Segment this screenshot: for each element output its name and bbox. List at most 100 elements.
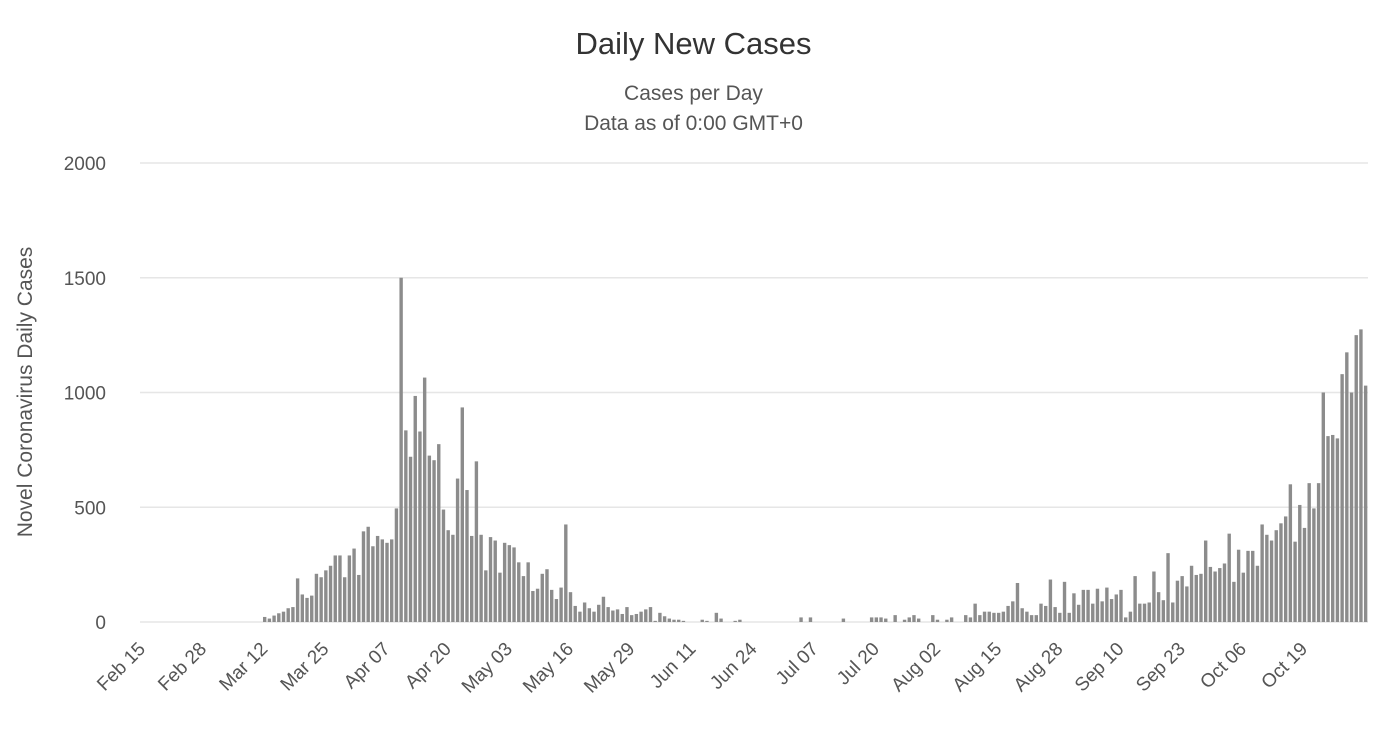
bar xyxy=(1020,608,1024,622)
bar xyxy=(1331,434,1335,622)
y-axis-label: Novel Coronavirus Daily Cases xyxy=(14,247,37,538)
x-tick-label: Oct 06 xyxy=(1196,639,1250,693)
bar xyxy=(1166,553,1170,622)
bar xyxy=(262,616,267,622)
bar xyxy=(611,610,615,622)
bar xyxy=(394,508,399,622)
bar xyxy=(874,617,879,622)
bar xyxy=(404,430,408,622)
bar xyxy=(422,377,427,622)
bar xyxy=(1199,573,1203,622)
bar xyxy=(1039,603,1043,622)
y-tick-label: 0 xyxy=(95,613,106,634)
x-tick-label: Jun 24 xyxy=(706,638,761,693)
gridlines xyxy=(140,162,1368,623)
bar xyxy=(1321,392,1325,622)
bar xyxy=(427,455,432,622)
bar xyxy=(484,570,488,622)
bar xyxy=(408,456,413,622)
bar xyxy=(945,619,949,622)
bar xyxy=(1076,604,1081,622)
bar xyxy=(1302,527,1307,622)
bar xyxy=(338,555,342,622)
bar xyxy=(535,588,540,622)
x-tick-label: Jul 20 xyxy=(833,639,884,690)
bar xyxy=(615,609,620,622)
bar xyxy=(1109,599,1114,622)
bar xyxy=(347,555,352,622)
bar xyxy=(982,611,987,622)
bar xyxy=(1185,586,1189,622)
bar xyxy=(1171,602,1175,622)
bar xyxy=(1363,385,1368,622)
bar xyxy=(658,612,662,622)
x-tick-label: May 29 xyxy=(580,639,639,698)
bar xyxy=(545,569,549,622)
bar xyxy=(517,562,521,622)
bar xyxy=(300,594,305,622)
bar xyxy=(1246,550,1250,622)
y-tick-label: 1500 xyxy=(64,269,106,290)
bar xyxy=(399,277,403,622)
bar xyxy=(498,572,502,622)
bar xyxy=(1288,484,1293,622)
bar xyxy=(992,612,996,622)
bar xyxy=(1279,523,1283,622)
bar xyxy=(531,591,535,622)
bar xyxy=(281,611,286,622)
bar xyxy=(540,573,544,622)
bar xyxy=(375,535,380,622)
bar xyxy=(808,617,813,622)
bar xyxy=(1119,589,1123,622)
bar xyxy=(1161,600,1166,622)
bar xyxy=(432,460,436,622)
bar xyxy=(625,607,629,622)
bar xyxy=(1067,612,1071,622)
bar xyxy=(1203,540,1208,622)
bar xyxy=(587,608,592,622)
bar xyxy=(559,587,563,622)
bar xyxy=(380,539,384,622)
bar xyxy=(1175,580,1180,622)
bar xyxy=(1081,589,1086,622)
bar xyxy=(277,613,281,622)
chart-title: Daily New Cases xyxy=(575,26,812,61)
bar xyxy=(295,578,300,622)
bar xyxy=(549,589,554,622)
bar xyxy=(672,619,676,622)
bar xyxy=(460,407,464,622)
bar xyxy=(1029,615,1034,622)
bar xyxy=(1265,534,1269,622)
bar xyxy=(1283,516,1288,622)
bar xyxy=(521,576,526,622)
bar xyxy=(1001,611,1006,622)
bar xyxy=(1208,566,1213,622)
bar xyxy=(978,615,982,622)
bar xyxy=(1006,605,1010,622)
bar xyxy=(488,537,493,622)
bar xyxy=(502,542,507,622)
bar xyxy=(493,540,497,622)
bar xyxy=(582,602,587,622)
bar xyxy=(333,555,337,622)
bar xyxy=(314,573,319,622)
bar xyxy=(1307,483,1311,622)
bar xyxy=(342,577,347,622)
bar xyxy=(667,618,672,622)
bar xyxy=(1086,589,1090,622)
bar xyxy=(286,608,290,622)
bar xyxy=(305,597,309,622)
bar xyxy=(451,534,455,622)
bar xyxy=(1072,593,1076,622)
bar xyxy=(1293,541,1297,622)
bar xyxy=(719,618,723,622)
bar xyxy=(413,395,417,622)
bar xyxy=(1011,601,1015,622)
bar xyxy=(935,619,940,622)
bar xyxy=(324,570,328,622)
bar xyxy=(352,548,356,622)
bar xyxy=(357,574,361,622)
bar xyxy=(639,611,643,622)
bar xyxy=(1189,565,1194,622)
bar xyxy=(470,535,474,622)
